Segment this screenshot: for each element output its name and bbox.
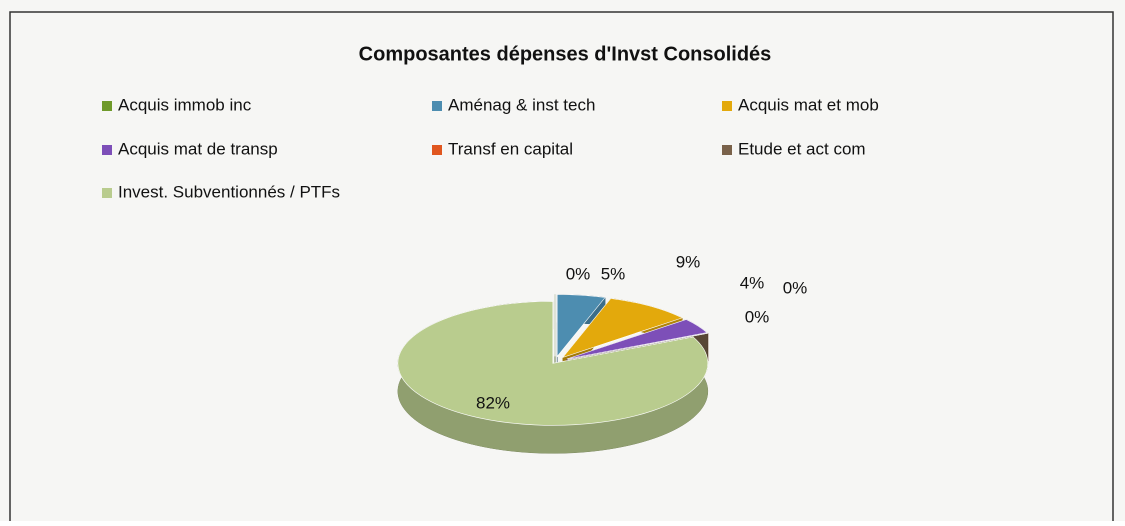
slice [556, 294, 606, 358]
legend-swatch [722, 145, 732, 155]
legend-label: Etude et act com [738, 139, 866, 158]
legend-swatch [432, 101, 442, 111]
frame [9, 11, 1114, 521]
data-label: 0% [783, 278, 808, 297]
data-label: 82% [476, 393, 510, 412]
data-label: 4% [740, 273, 765, 292]
slice [397, 301, 709, 426]
legend-swatch [432, 145, 442, 155]
legend-label: Transf en capital [448, 139, 573, 158]
legend-swatch [102, 188, 112, 198]
chart-title: Composantes dépenses d'Invst Consolidés [359, 43, 772, 65]
legend-label: Invest. Subventionnés / PTFs [118, 182, 340, 201]
data-label: 9% [676, 252, 701, 271]
slice [561, 298, 684, 358]
legend-label: Acquis mat de transp [118, 139, 278, 158]
data-label: 5% [601, 264, 626, 283]
data-label: 0% [566, 264, 591, 283]
legend-label: Acquis mat et mob [738, 95, 879, 114]
legend-swatch [722, 101, 732, 111]
legend-swatch [102, 101, 112, 111]
legend-label: Aménag & inst tech [448, 95, 595, 114]
legend-label: Acquis immob inc [118, 95, 252, 114]
legend-swatch [102, 145, 112, 155]
slice [566, 319, 708, 360]
data-label: 0% [745, 307, 770, 326]
